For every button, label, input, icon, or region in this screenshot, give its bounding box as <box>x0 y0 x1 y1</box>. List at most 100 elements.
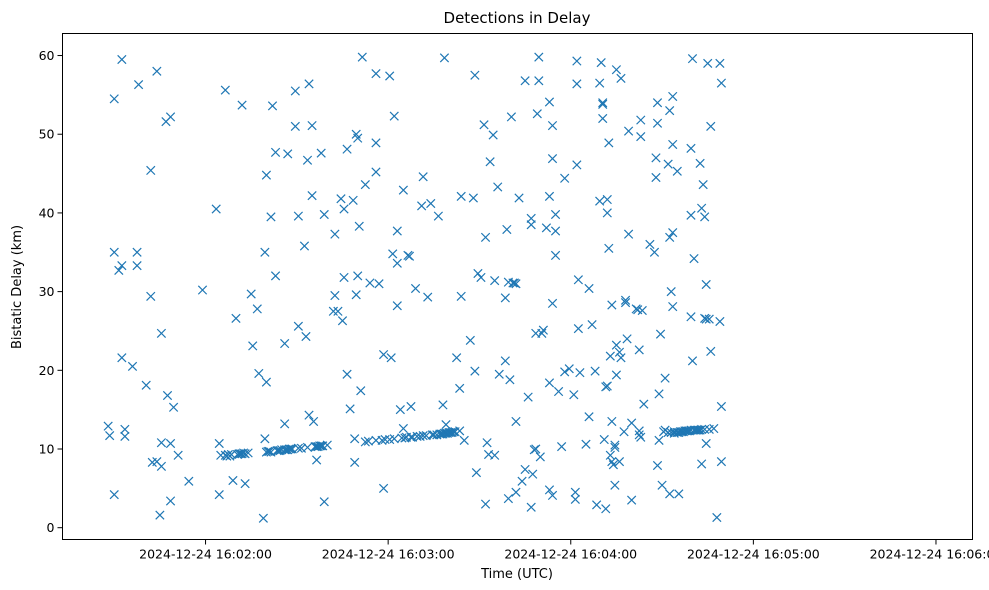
data-point <box>569 390 579 400</box>
data-point <box>668 91 678 102</box>
data-point <box>511 487 521 497</box>
data-point <box>371 69 381 79</box>
data-point <box>345 404 355 414</box>
data-point <box>601 504 611 514</box>
data-point <box>263 446 273 456</box>
data-point <box>508 278 518 288</box>
y-tick-label: 10 <box>39 442 55 457</box>
data-point <box>506 112 517 122</box>
data-point <box>544 191 555 202</box>
data-point <box>246 289 256 299</box>
data-point <box>620 298 631 308</box>
data-point <box>573 323 583 334</box>
data-point <box>417 201 427 211</box>
data-point <box>490 450 500 460</box>
data-point <box>636 131 646 142</box>
data-point <box>611 340 622 350</box>
data-point <box>520 76 530 86</box>
data-point <box>283 149 293 159</box>
data-point <box>541 223 552 233</box>
data-point <box>470 366 480 376</box>
data-point <box>535 452 545 462</box>
data-point <box>611 370 622 380</box>
data-point <box>716 78 727 88</box>
data-point <box>392 258 402 268</box>
data-point <box>133 80 144 90</box>
data-point <box>511 416 521 427</box>
data-point <box>333 306 343 316</box>
data-point <box>627 495 637 505</box>
data-point <box>342 369 352 379</box>
data-point <box>598 98 608 108</box>
data-point <box>266 212 276 222</box>
data-point <box>184 476 194 486</box>
data-point <box>293 443 303 453</box>
data-point <box>328 306 338 316</box>
data-point <box>371 138 381 148</box>
data-point <box>270 147 281 157</box>
data-point <box>668 301 678 312</box>
x-tick-label: 2024-12-24 16:03:00 <box>322 547 455 562</box>
data-point <box>423 292 433 302</box>
data-point <box>284 444 294 454</box>
data-point <box>266 447 276 457</box>
data-point <box>418 431 428 441</box>
data-point <box>570 487 580 497</box>
data-point <box>252 304 262 314</box>
data-point <box>596 57 606 68</box>
data-point <box>152 66 162 76</box>
data-point <box>316 148 326 158</box>
data-point <box>599 434 609 445</box>
data-point <box>302 442 313 453</box>
data-point <box>248 341 258 351</box>
data-point <box>120 424 130 434</box>
x-tick-label: 2024-12-24 16:02:00 <box>139 547 272 562</box>
data-point <box>290 86 300 96</box>
data-point <box>598 113 608 124</box>
data-point <box>573 275 583 285</box>
data-point <box>336 194 346 204</box>
data-point <box>220 85 230 95</box>
data-point <box>687 356 698 366</box>
data-point <box>114 265 124 275</box>
data-point <box>526 502 536 512</box>
data-point <box>602 194 612 205</box>
data-point <box>649 247 660 257</box>
data-point <box>386 353 396 363</box>
data-point <box>280 419 290 429</box>
data-point <box>480 232 491 242</box>
data-point <box>704 314 714 324</box>
data-point <box>293 321 303 331</box>
data-point <box>614 347 625 357</box>
data-point <box>544 485 555 495</box>
data-point <box>547 298 558 309</box>
data-point <box>652 460 663 471</box>
data-point <box>165 438 176 449</box>
data-point <box>452 353 462 363</box>
data-point <box>354 221 364 231</box>
data-point <box>716 456 727 467</box>
data-point <box>503 493 513 504</box>
data-point <box>668 227 678 238</box>
data-point <box>700 424 710 434</box>
data-point <box>120 431 130 442</box>
data-point <box>528 469 538 479</box>
data-point <box>544 378 555 388</box>
data-point <box>560 367 570 377</box>
data-point <box>502 224 512 235</box>
data-point <box>584 412 594 422</box>
data-point <box>398 185 408 195</box>
data-point <box>389 434 399 444</box>
data-point <box>260 434 270 444</box>
data-point <box>602 381 612 391</box>
data-point <box>637 305 647 316</box>
data-point <box>308 416 319 427</box>
data-point <box>168 402 179 412</box>
data-point <box>581 439 591 449</box>
data-point <box>156 461 167 471</box>
data-point <box>557 442 567 452</box>
data-point <box>689 253 699 264</box>
data-point <box>665 489 675 499</box>
data-point <box>214 438 224 449</box>
